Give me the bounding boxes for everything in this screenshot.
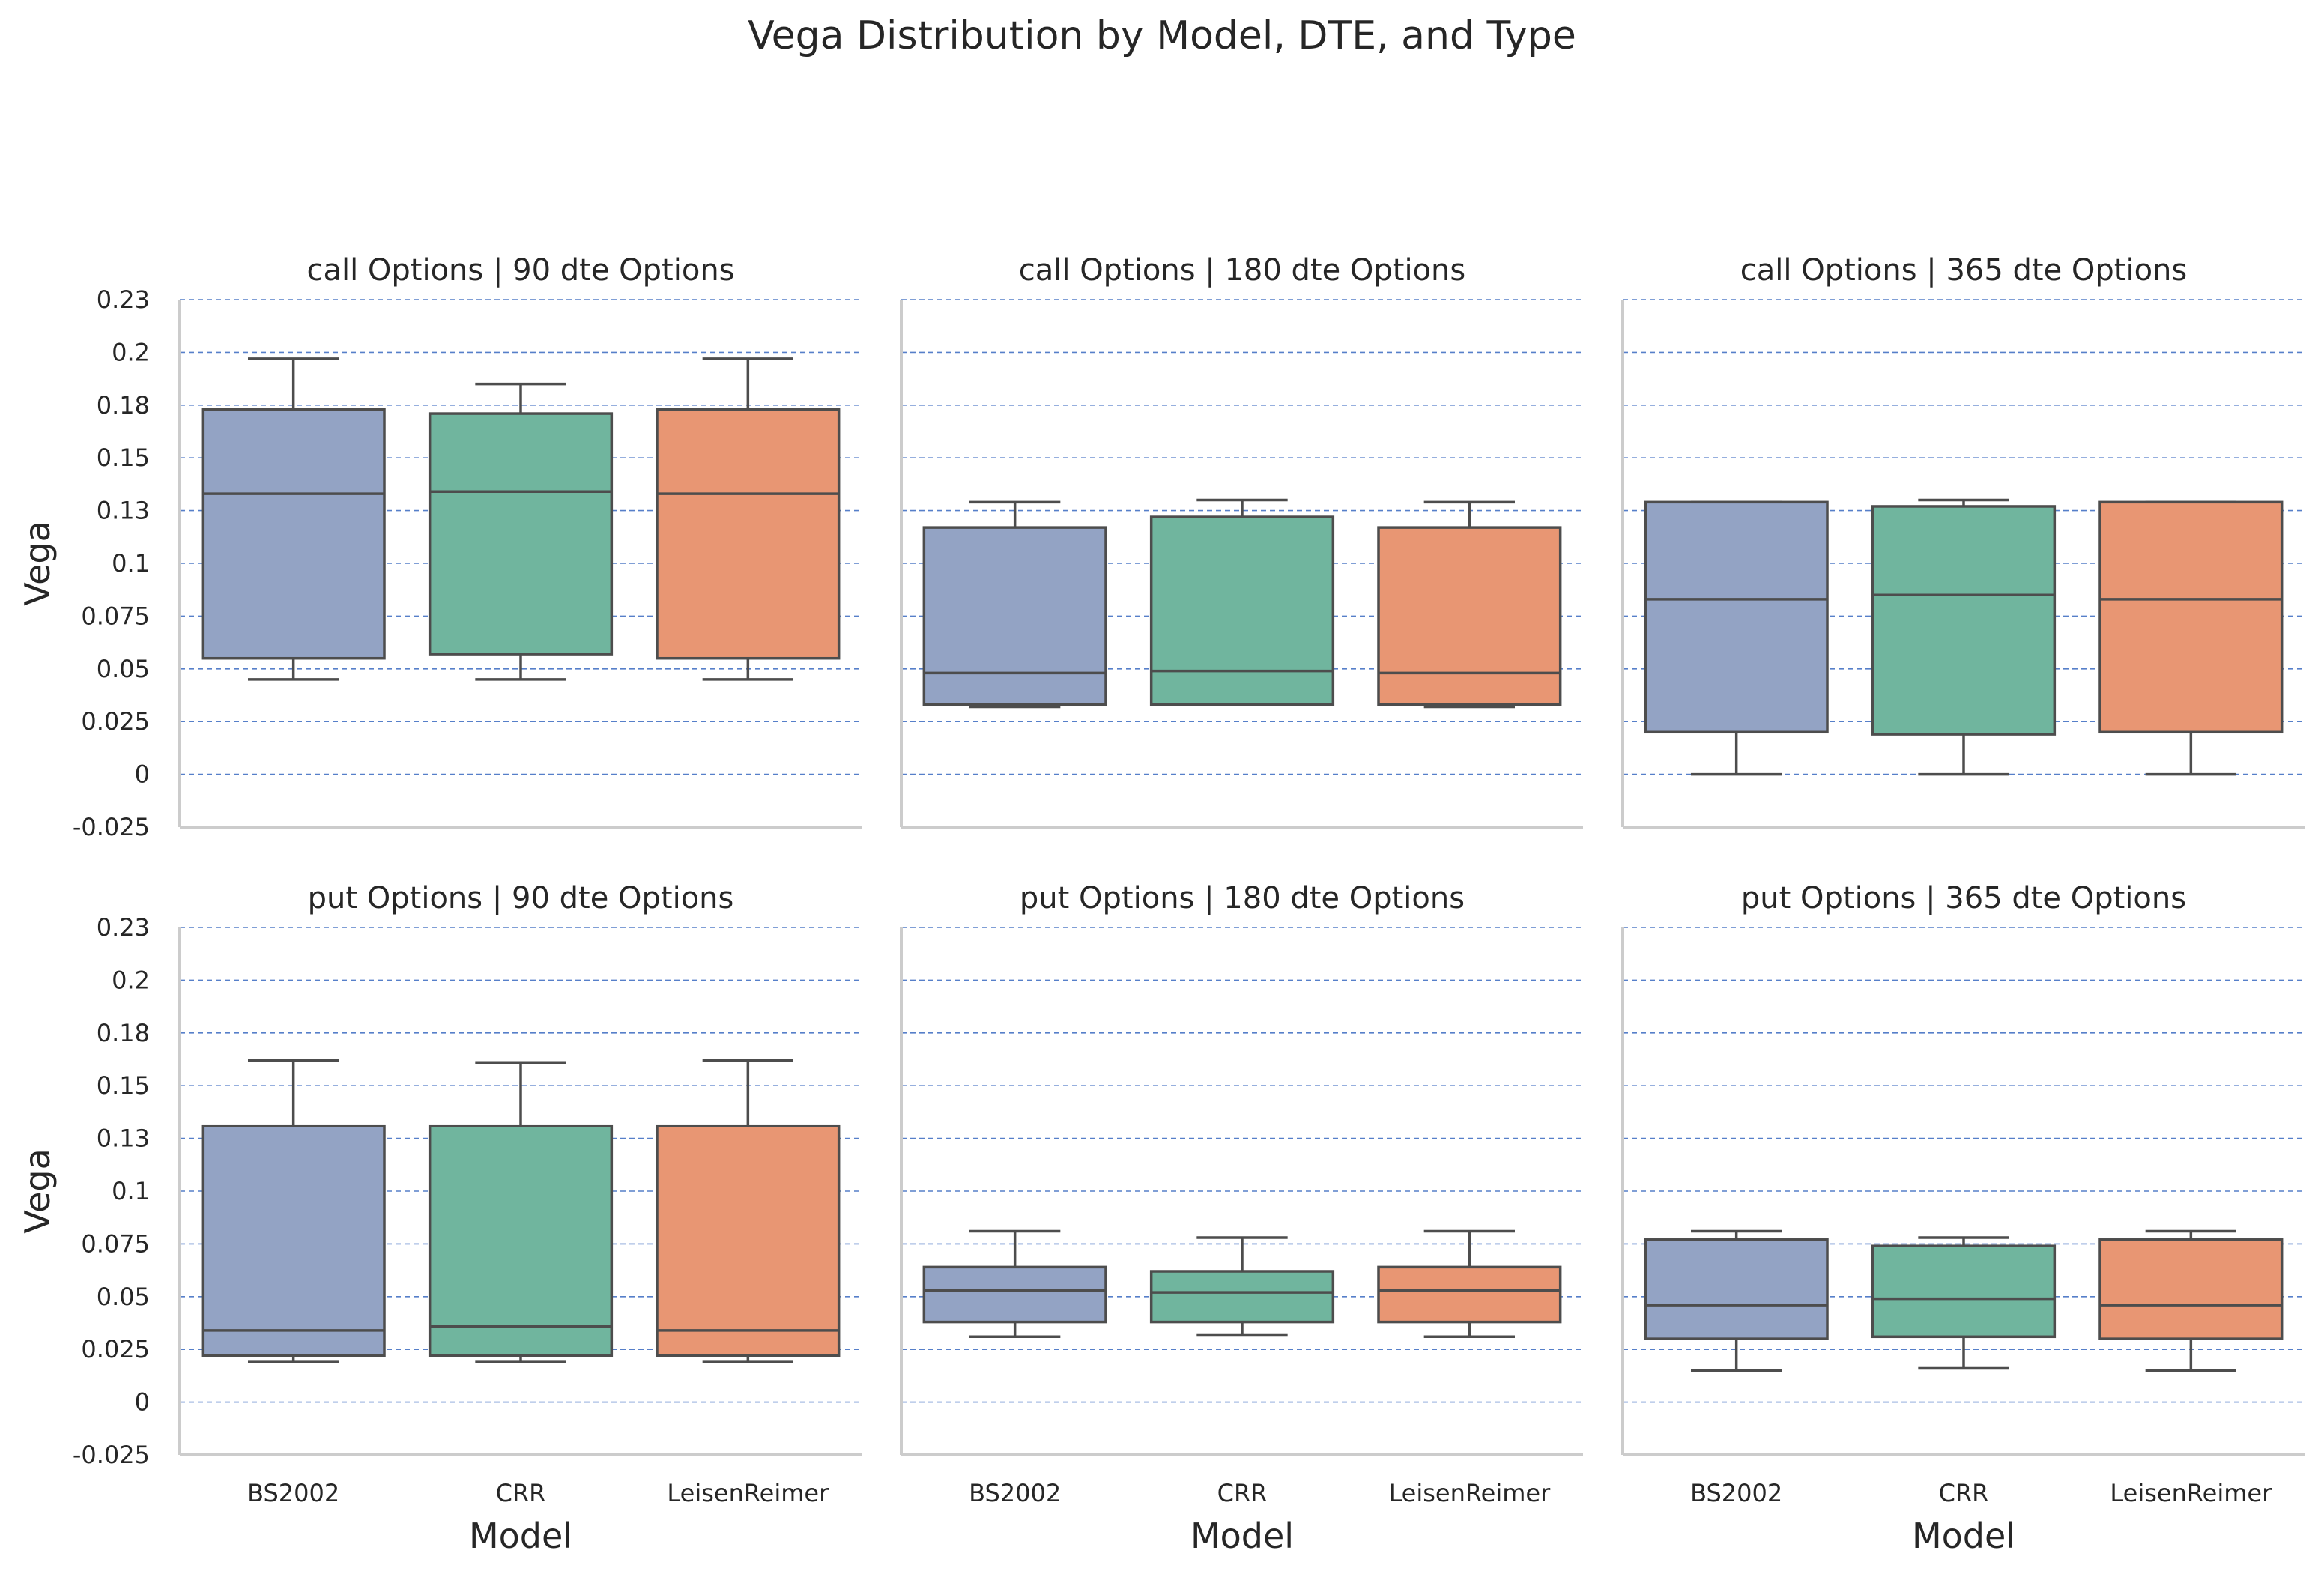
box-iqr (1377, 1265, 1562, 1324)
box-iqr (428, 412, 614, 656)
x-tick-label: LeisenReimer (667, 1479, 829, 1507)
box-leisenreimer (2098, 1229, 2284, 1372)
box-iqr (1871, 505, 2057, 736)
box-crr (1149, 1236, 1335, 1337)
panel-title: put Options | 180 dte Options (1020, 881, 1465, 915)
panel-put-365dte: put Options | 365 dte Options BS2002 CRR Le… (1621, 881, 2305, 1556)
figure-title: Vega Distribution by Model, DTE, and Typ… (748, 13, 1576, 58)
y-tick-label: 0.1 (112, 549, 150, 578)
box-bs2002 (922, 1229, 1107, 1339)
y-tick-label: 0.13 (97, 497, 150, 525)
box-bs2002 (201, 357, 386, 681)
box-iqr (1871, 1244, 2057, 1339)
y-tick-label: 0.18 (97, 391, 150, 420)
y-tick-label: 0.2 (112, 338, 150, 366)
x-tick-label: LeisenReimer (2110, 1479, 2272, 1507)
panel-title: call Options | 365 dte Options (1740, 253, 2187, 288)
box-iqr (1149, 1270, 1335, 1324)
box-iqr (656, 1124, 841, 1357)
y-tick-label: 0.025 (81, 1335, 150, 1363)
y-axis-label: Vega (17, 521, 58, 606)
y-tick-label: 0.2 (112, 966, 150, 994)
box-leisenreimer (2098, 500, 2284, 776)
box-crr (428, 1061, 614, 1363)
panel-title: call Options | 90 dte Options (306, 253, 734, 288)
panel-title: put Options | 365 dte Options (1741, 881, 2186, 915)
x-axis-label: Model (1190, 1516, 1294, 1556)
box-crr (1871, 498, 2057, 776)
box-bs2002 (201, 1059, 386, 1363)
x-tick-label: CRR (1217, 1479, 1268, 1507)
box-crr (1149, 498, 1335, 706)
box-iqr (656, 408, 841, 660)
box-iqr (922, 526, 1107, 706)
box-iqr (1149, 515, 1335, 706)
box-iqr (1644, 500, 1829, 734)
box-iqr (1644, 1238, 1829, 1340)
box-crr (1871, 1236, 2057, 1370)
x-tick-label: CRR (1939, 1479, 1989, 1507)
panel-title: call Options | 180 dte Options (1019, 253, 1465, 288)
y-tick-label: 0.13 (97, 1125, 150, 1153)
y-tick-label: 0.15 (97, 1071, 150, 1100)
box-leisenreimer (1377, 500, 1562, 709)
y-axis-label: Vega (17, 1148, 58, 1234)
x-tick-label: BS2002 (1690, 1479, 1782, 1507)
panel-call-365dte: call Options | 365 dte Options (1621, 253, 2305, 829)
panel-call-180dte: call Options | 180 dte Options (900, 253, 1583, 829)
box-bs2002 (1644, 500, 1829, 776)
y-tick-label: 0.05 (97, 655, 150, 683)
box-leisenreimer (1377, 1229, 1562, 1339)
y-tick-label: 0.23 (97, 913, 150, 942)
y-tick-label: 0.1 (112, 1177, 150, 1205)
x-axis-label: Model (1912, 1516, 2015, 1556)
y-tick-label: 0.075 (81, 602, 150, 630)
panel-call-90dte: call Options | 90 dte Options -0.025 0 0.02… (17, 253, 862, 841)
panels-grid: call Options | 90 dte Options -0.025 0 0.02… (17, 253, 2305, 1556)
box-leisenreimer (656, 357, 841, 681)
box-bs2002 (1644, 1229, 1829, 1372)
panel-put-180dte: put Options | 180 dte Options BS2002 CRR Le… (900, 881, 1583, 1556)
x-tick-label: CRR (496, 1479, 546, 1507)
y-tick-label: 0 (135, 760, 150, 789)
box-bs2002 (922, 500, 1107, 709)
box-iqr (201, 1124, 386, 1357)
x-tick-label: BS2002 (247, 1479, 339, 1507)
y-tick-label: 0.23 (97, 285, 150, 314)
y-tick-label: 0 (135, 1388, 150, 1417)
y-tick-label: 0.15 (97, 444, 150, 472)
box-iqr (2098, 500, 2284, 734)
y-tick-label: -0.025 (73, 813, 150, 841)
x-tick-label: LeisenReimer (1388, 1479, 1551, 1507)
box-iqr (2098, 1238, 2284, 1340)
y-tick-label: 0.025 (81, 707, 150, 736)
panel-title: put Options | 90 dte Options (308, 881, 734, 915)
box-iqr (201, 408, 386, 660)
x-axis-label: Model (469, 1516, 572, 1556)
y-tick-label: 0.18 (97, 1019, 150, 1047)
x-tick-label: BS2002 (969, 1479, 1061, 1507)
panel-put-90dte: put Options | 90 dte Options -0.025 0 0.025… (17, 881, 862, 1556)
box-iqr (922, 1265, 1107, 1324)
box-crr (428, 382, 614, 681)
box-iqr (428, 1124, 614, 1357)
box-iqr (1377, 526, 1562, 706)
y-tick-label: -0.025 (73, 1441, 150, 1469)
y-tick-label: 0.075 (81, 1229, 150, 1258)
y-tick-label: 0.05 (97, 1283, 150, 1311)
box-leisenreimer (656, 1059, 841, 1363)
